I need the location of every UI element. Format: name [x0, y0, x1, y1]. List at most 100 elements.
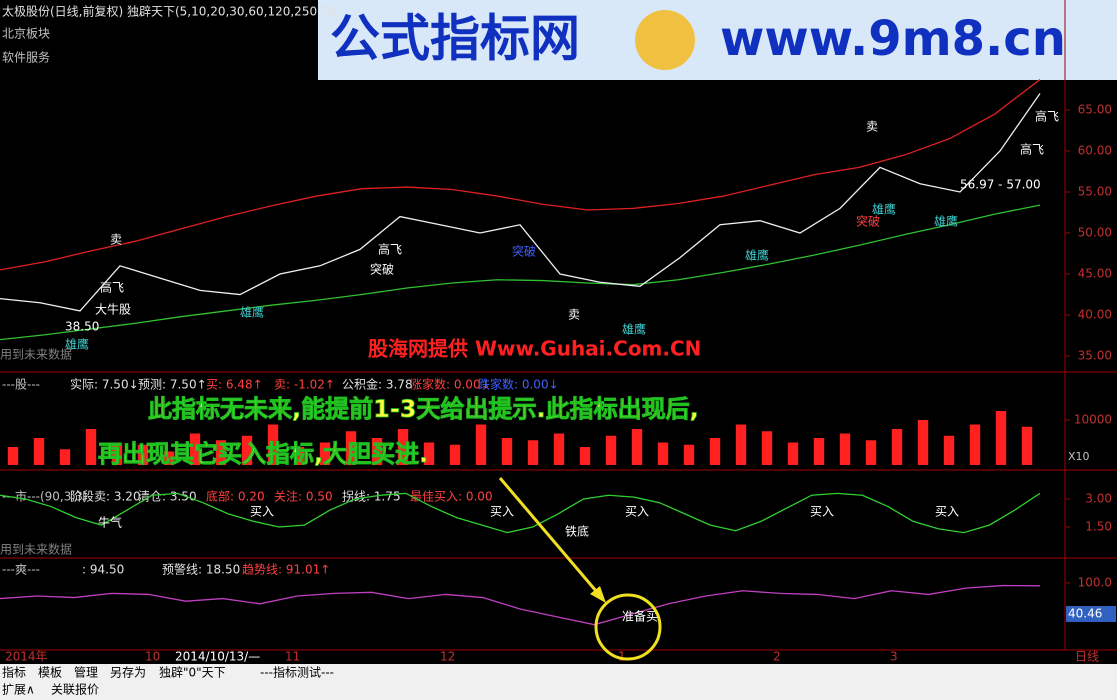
legend-item: 卖: -1.02↑	[274, 378, 335, 392]
cursor-box	[1066, 605, 1116, 622]
sector: 北京板块	[2, 27, 50, 41]
volume-bar	[137, 444, 149, 465]
annotation: 56.97 - 57.00	[960, 178, 1041, 192]
watermark-banner	[318, 0, 1117, 80]
watermark-url: www.9m8.cn	[720, 11, 1066, 67]
volume-bar	[189, 433, 201, 465]
y-tick-label: 45.00	[1078, 267, 1112, 281]
volume-bar	[839, 433, 851, 465]
legend-item: ---爽---	[2, 563, 40, 577]
toolbar-tab[interactable]: 模板	[38, 666, 62, 680]
legend-item: 预警线: 18.50	[162, 562, 240, 577]
annotation: 准备买	[622, 610, 658, 624]
highlight-circle	[594, 593, 662, 661]
volume-bar	[787, 442, 799, 465]
scale-label: X10	[1068, 450, 1090, 463]
series-line	[0, 584, 1041, 626]
legend-item: 清仓: 3.50	[138, 490, 197, 504]
volume-bar	[605, 435, 617, 465]
volume-bar	[293, 447, 305, 465]
legend-item: 关注: 0.50	[274, 489, 333, 504]
y-tick-label: 60.00	[1078, 143, 1112, 157]
annotation: 38.50	[65, 320, 99, 334]
y-tick-label: 55.00	[1078, 184, 1112, 198]
legend-item: 公积金: 3.78	[342, 377, 413, 392]
annotation: 买入	[935, 505, 959, 519]
toolbar-tab[interactable]: 指标	[2, 665, 26, 680]
volume-bar	[33, 438, 45, 465]
volume-bar	[59, 449, 71, 465]
annotation: 卖	[110, 233, 122, 247]
annotation: 牛气	[98, 515, 122, 530]
toolbar-tab[interactable]: 独辟"0"天下	[159, 665, 226, 680]
volume-bar	[969, 424, 981, 465]
x-tick-label: 11	[285, 650, 300, 664]
x-tick-label: 2	[773, 650, 781, 664]
legend-item: 跌家数: 0.00↓	[478, 377, 559, 392]
y-tick-label: 100.0	[1078, 575, 1112, 589]
volume-bar	[267, 424, 279, 465]
volume-bar	[345, 431, 357, 465]
toolbar-tab[interactable]: 管理	[74, 665, 98, 680]
x-tick-label: 日线	[1075, 650, 1099, 664]
volume-bar	[397, 429, 409, 465]
series-line	[0, 79, 1041, 271]
annotation: 突破	[512, 244, 536, 259]
legend-item: ---股---	[2, 378, 40, 392]
annotation: 大牛股	[95, 302, 131, 317]
annotation: 买入	[810, 505, 834, 519]
annotation: 卖	[568, 308, 580, 322]
arrow	[498, 477, 604, 599]
volume-bar	[917, 420, 929, 465]
toolbar-tab[interactable]: 另存为	[110, 666, 146, 680]
annotation: 卖	[866, 120, 878, 134]
annotation: 铁底	[565, 524, 589, 539]
watermark-site: 公式指标网	[330, 10, 580, 68]
volume-bar	[891, 429, 903, 465]
annotation: 高飞	[378, 242, 402, 257]
volume-bar	[735, 424, 747, 465]
annotation: 雄鹰	[65, 337, 89, 352]
legend-item: 涨家数: 0.00↓	[410, 377, 491, 392]
volume-bar	[709, 438, 721, 465]
y-tick-label: 40.00	[1078, 308, 1112, 322]
legend-item: 最佳买入: 0.00	[410, 490, 493, 504]
footer-tab[interactable]: 扩展∧	[2, 683, 35, 697]
y-tick-label: 35.00	[1078, 349, 1112, 363]
annotation: 用到未来数据	[0, 542, 72, 557]
arrow-head	[590, 586, 606, 603]
y-tick-label: 10000	[1074, 413, 1112, 427]
volume-bar	[111, 442, 123, 465]
annotation: 高飞	[1020, 142, 1044, 157]
legend-item: ---市---(90,3,3)	[2, 489, 88, 504]
volume-bar	[683, 444, 695, 465]
annotation: 雄鹰	[872, 202, 896, 217]
volume-bar	[579, 447, 591, 465]
source-note: 股海网提供 Www.Guhai.Com.CN	[368, 337, 701, 361]
series-line	[0, 204, 1041, 341]
volume-bar	[7, 447, 19, 465]
legend-item: 实际: 7.50↓	[70, 377, 139, 392]
toolbar-bg	[0, 664, 1117, 700]
legend-item: 底部: 0.20	[206, 489, 265, 504]
x-tick-label: 10	[145, 650, 160, 664]
footer-tab[interactable]: 关联报价	[51, 682, 99, 697]
volume-bar	[371, 438, 383, 465]
volume-bar	[501, 438, 513, 465]
annotation: 高飞	[1035, 109, 1059, 124]
annotation: 雄鹰	[240, 305, 264, 320]
toolbar-tab[interactable]: ---指标测试---	[260, 665, 334, 680]
legend-item: 阶段卖: 3.20	[70, 489, 141, 504]
y-tick-label: 1.50	[1085, 519, 1112, 533]
y-tick-label: 3.00	[1085, 491, 1112, 505]
annotation: 雄鹰	[934, 214, 958, 229]
annotation: 买入	[625, 505, 649, 519]
annotation: 用到未来数据	[0, 347, 72, 362]
volume-bar	[813, 438, 825, 465]
volume-bar	[943, 435, 955, 465]
annotation: 买入	[250, 505, 274, 519]
volume-bar	[85, 429, 97, 465]
volume-bar	[423, 442, 435, 465]
legend-item: : 94.50	[82, 563, 124, 577]
